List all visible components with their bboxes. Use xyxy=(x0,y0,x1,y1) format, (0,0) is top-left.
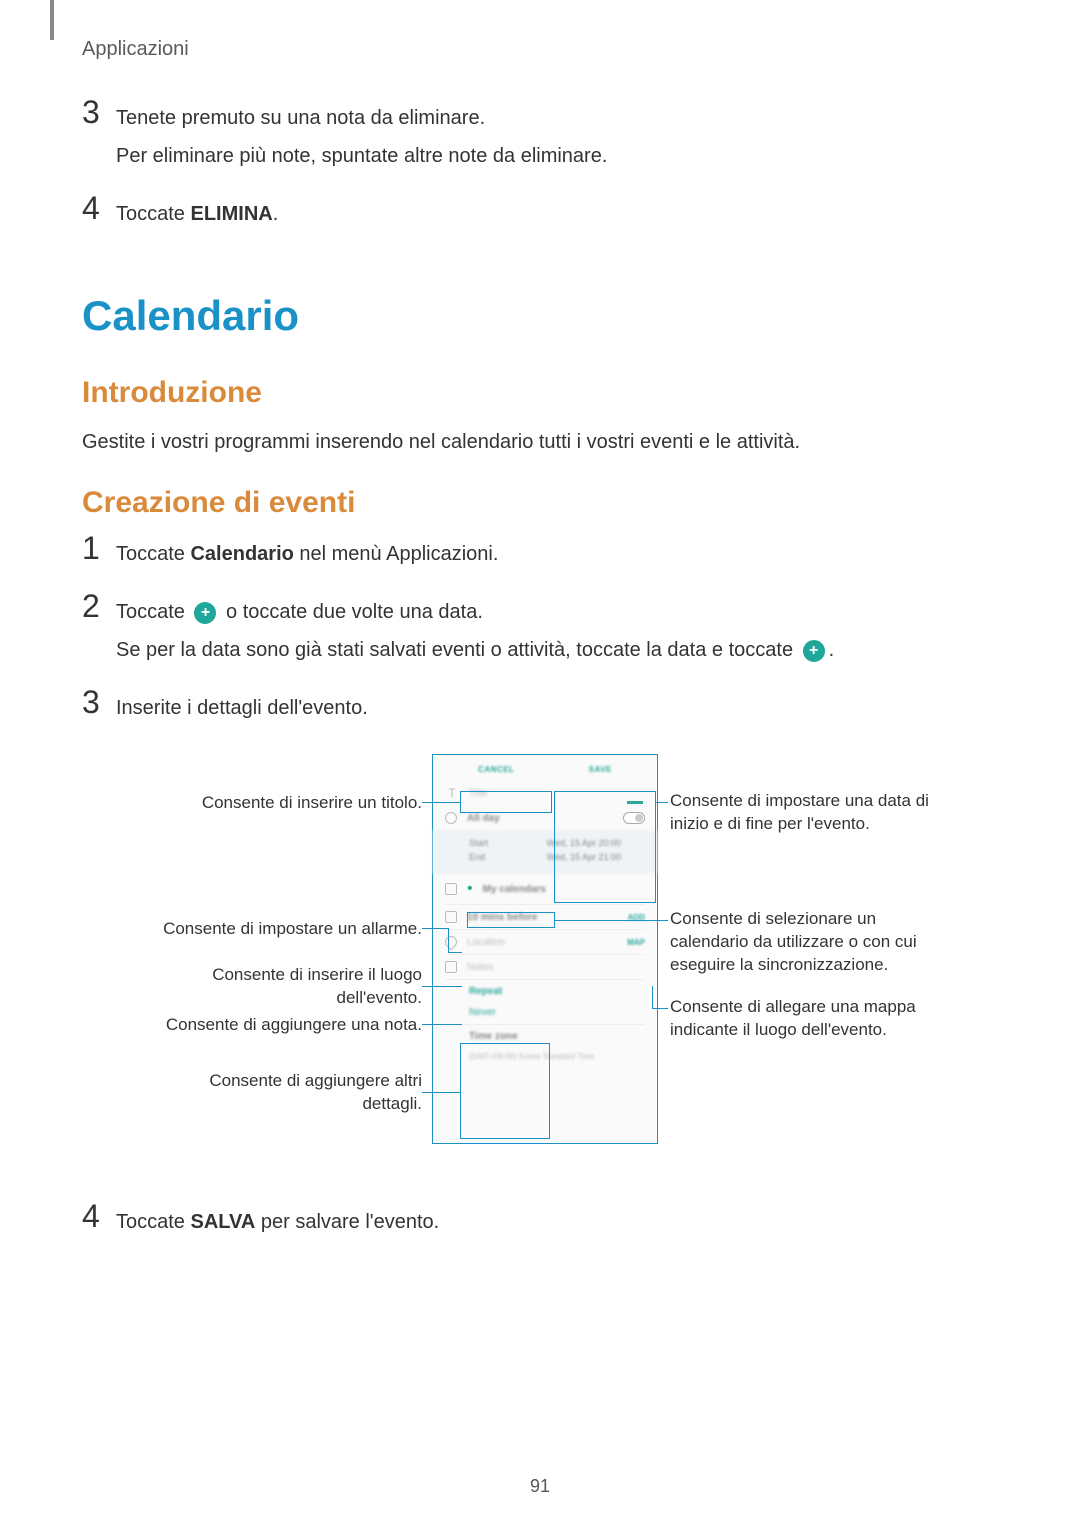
clock-icon xyxy=(445,812,457,824)
step-text: Se per la data sono già stati salvati ev… xyxy=(116,634,834,666)
allday-label: All day xyxy=(467,813,500,824)
notes-icon xyxy=(445,961,457,973)
callout-line xyxy=(656,802,668,803)
callout-line xyxy=(422,1092,460,1093)
text: . xyxy=(273,203,279,225)
event-editor-diagram: CANCEL SAVE T Title All day StartWed, 15… xyxy=(82,754,1002,1174)
cancel-button[interactable]: CANCEL xyxy=(478,765,514,774)
text: Se per la data sono già stati salvati ev… xyxy=(116,639,799,661)
plus-icon: + xyxy=(803,640,825,662)
page-content: 3 Tenete premuto su una nota da eliminar… xyxy=(82,100,1002,1262)
step-text: Toccate Calendario nel menù Applicazioni… xyxy=(116,538,498,570)
step-body: Toccate SALVA per salvare l'evento. xyxy=(116,1204,439,1244)
highlight-more xyxy=(460,1043,550,1139)
step-number: 3 xyxy=(82,96,116,128)
step-text: Tenete premuto su una nota da eliminare. xyxy=(116,102,607,134)
bell-icon xyxy=(445,911,457,923)
callout-title: Consente di inserire un titolo. xyxy=(162,792,422,815)
callout-date: Consente di impostare una data di inizio… xyxy=(670,790,930,836)
step-text: Toccate ELIMINA. xyxy=(116,198,278,230)
callout-more: Consente di aggiungere altri dettagli. xyxy=(162,1070,422,1116)
location-label: Location xyxy=(467,937,505,948)
phone-actions: CANCEL SAVE xyxy=(433,755,657,780)
start-label: Start xyxy=(469,838,488,848)
callout-line xyxy=(555,920,668,921)
repeat-row[interactable]: Repeat Never xyxy=(433,980,657,1024)
events-step-2: 2 Toccate + o toccate due volte una data… xyxy=(82,594,1002,672)
calendar-label: My calendars xyxy=(483,884,546,895)
events-step-1: 1 Toccate Calendario nel menù Applicazio… xyxy=(82,536,1002,576)
heading-introduzione: Introduzione xyxy=(82,376,1002,410)
repeat-value: Never xyxy=(469,1007,496,1018)
text: . xyxy=(829,639,835,661)
notes-label: Notes xyxy=(467,962,493,973)
step-body: Tenete premuto su una nota da eliminare.… xyxy=(116,100,607,178)
bold-text: ELIMINA xyxy=(190,203,272,225)
callout-line xyxy=(652,1008,668,1009)
text: Toccate xyxy=(116,1211,190,1233)
step-text: Inserite i dettagli dell'evento. xyxy=(116,692,368,724)
text: o toccate due volte una data. xyxy=(220,601,482,623)
location-row[interactable]: Location MAP xyxy=(433,930,657,954)
callout-line xyxy=(422,928,448,929)
breadcrumb: Applicazioni xyxy=(82,38,189,61)
save-button[interactable]: SAVE xyxy=(589,765,612,774)
step-body: Toccate + o toccate due volte una data. … xyxy=(116,594,834,672)
title-icon: T xyxy=(445,786,459,800)
callout-line xyxy=(448,928,449,952)
end-label: End xyxy=(469,852,485,862)
text: per salvare l'evento. xyxy=(255,1211,439,1233)
notes-row[interactable]: Notes xyxy=(433,955,657,979)
text: nel menù Applicazioni. xyxy=(294,543,499,565)
highlight-dates xyxy=(554,791,656,903)
step-number: 2 xyxy=(82,590,116,622)
callout-alarm: Consente di impostare un allarme. xyxy=(162,918,422,941)
step-number: 4 xyxy=(82,1200,116,1232)
tz-label: Time zone xyxy=(469,1031,518,1042)
callout-place: Consente di inserire il luogo dell'event… xyxy=(162,964,422,1010)
step-text: Per eliminare più note, spuntate altre n… xyxy=(116,140,607,172)
step-number: 1 xyxy=(82,532,116,564)
notes-step-4: 4 Toccate ELIMINA. xyxy=(82,196,1002,236)
callout-line xyxy=(422,1024,462,1025)
callout-line xyxy=(422,986,462,987)
calendar-icon xyxy=(445,883,457,895)
highlight-calendar xyxy=(467,912,555,928)
repeat-label: Repeat xyxy=(469,986,502,997)
step-body: Inserite i dettagli dell'evento. xyxy=(116,690,368,730)
step-body: Toccate ELIMINA. xyxy=(116,196,278,236)
callout-note: Consente di aggiungere una nota. xyxy=(162,1014,422,1037)
page-number: 91 xyxy=(0,1476,1080,1497)
callout-calendar: Consente di selezionare un calendario da… xyxy=(670,908,930,977)
callout-map: Consente di allegare una mappa indicante… xyxy=(670,996,930,1042)
callout-line xyxy=(448,952,462,953)
events-step-4: 4 Toccate SALVA per salvare l'evento. xyxy=(82,1204,1002,1244)
plus-icon: + xyxy=(194,602,216,624)
bold-text: SALVA xyxy=(190,1211,255,1233)
step-body: Toccate Calendario nel menù Applicazioni… xyxy=(116,536,498,576)
heading-creazione-eventi: Creazione di eventi xyxy=(82,486,1002,520)
page-corner-mark xyxy=(50,0,54,40)
text: Toccate xyxy=(116,203,190,225)
callout-line xyxy=(652,986,653,1008)
text: Toccate xyxy=(116,543,190,565)
step-number: 4 xyxy=(82,192,116,224)
location-map[interactable]: MAP xyxy=(627,938,645,947)
step-text: Toccate + o toccate due volte una data. xyxy=(116,596,834,628)
location-icon xyxy=(443,934,460,951)
notes-step-3: 3 Tenete premuto su una nota da eliminar… xyxy=(82,100,1002,178)
events-step-3: 3 Inserite i dettagli dell'evento. xyxy=(82,690,1002,730)
bold-text: Calendario xyxy=(190,543,293,565)
step-text: Toccate SALVA per salvare l'evento. xyxy=(116,1206,439,1238)
heading-calendario: Calendario xyxy=(82,292,1002,340)
step-number: 3 xyxy=(82,686,116,718)
text: Toccate xyxy=(116,601,190,623)
callout-line xyxy=(422,802,460,803)
intro-text: Gestite i vostri programmi inserendo nel… xyxy=(82,426,1002,458)
highlight-title xyxy=(460,791,552,813)
